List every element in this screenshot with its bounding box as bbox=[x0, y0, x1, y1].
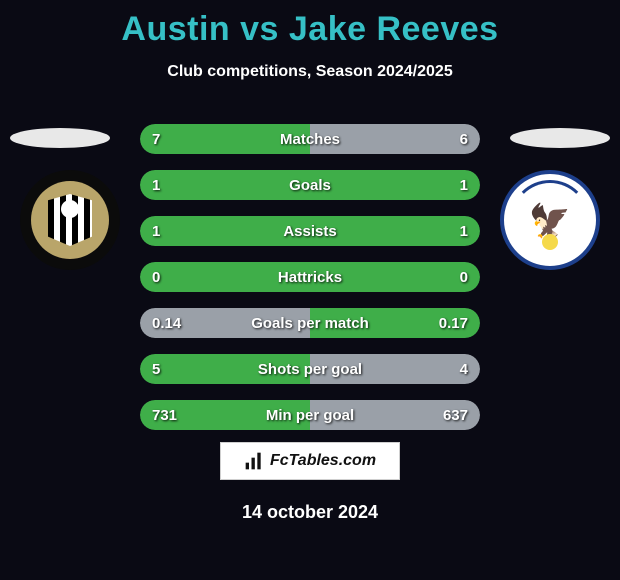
stat-row: 54Shots per goal bbox=[140, 354, 480, 384]
club-badge-left bbox=[20, 170, 120, 270]
stat-row: 731637Min per goal bbox=[140, 400, 480, 430]
date-text: 14 october 2024 bbox=[0, 502, 620, 523]
stat-label: Matches bbox=[140, 131, 480, 148]
header-ellipse-right bbox=[510, 128, 610, 148]
stats-container: 76Matches 11Goals 11Assists 00Hattricks 0.14… bbox=[140, 124, 480, 430]
stat-row: 00Hattricks bbox=[140, 262, 480, 292]
stat-label: Goals per match bbox=[140, 315, 480, 332]
brand-badge: FcTables.com bbox=[220, 442, 400, 480]
stat-row: 11Assists bbox=[140, 216, 480, 246]
stat-row: 0.140.17Goals per match bbox=[140, 308, 480, 338]
stat-label: Goals bbox=[140, 177, 480, 194]
notts-shield-icon bbox=[48, 194, 92, 246]
subtitle: Club competitions, Season 2024/2025 bbox=[0, 63, 620, 81]
header-ellipse-left bbox=[10, 128, 110, 148]
stat-label: Hattricks bbox=[140, 269, 480, 286]
brand-text: FcTables.com bbox=[270, 452, 376, 470]
club-badge-right: 🦅 bbox=[500, 170, 600, 270]
stat-row: 11Goals bbox=[140, 170, 480, 200]
stat-row: 76Matches bbox=[140, 124, 480, 154]
chart-icon bbox=[244, 451, 264, 471]
stat-label: Shots per goal bbox=[140, 361, 480, 378]
stat-label: Min per goal bbox=[140, 407, 480, 424]
stat-label: Assists bbox=[140, 223, 480, 240]
page-title: Austin vs Jake Reeves bbox=[0, 0, 620, 49]
